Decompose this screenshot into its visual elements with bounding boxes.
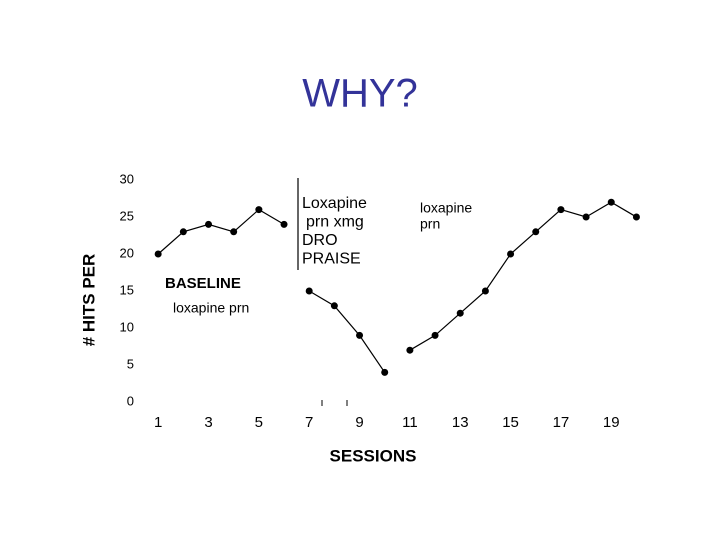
x-tick-label: 1	[154, 414, 162, 431]
y-tick-label: 30	[120, 171, 134, 186]
y-tick-label: 10	[120, 319, 134, 334]
annotation: loxapine	[420, 200, 472, 216]
y-tick-label: 5	[127, 356, 134, 371]
data-point	[255, 206, 263, 214]
annotation: Loxapine	[302, 195, 367, 212]
y-tick-label: 15	[120, 282, 134, 297]
data-point	[582, 213, 590, 221]
annotation: prn	[420, 216, 440, 232]
data-point	[330, 302, 338, 310]
x-tick-label: 7	[305, 414, 313, 431]
data-point	[230, 228, 238, 236]
data-point	[154, 250, 162, 258]
data-point	[280, 220, 288, 228]
data-point	[557, 206, 565, 214]
data-point	[406, 346, 414, 354]
annotation: prn xmg	[306, 214, 364, 231]
data-point	[507, 250, 515, 258]
annotation: loxapine prn	[173, 300, 249, 316]
x-tick-label: 3	[204, 414, 212, 431]
annotation: PRAISE	[302, 251, 361, 268]
data-point	[356, 331, 364, 339]
annotation: BASELINE	[165, 275, 241, 292]
data-point	[632, 213, 640, 221]
annotation: DRO	[302, 232, 338, 249]
data-point	[381, 368, 389, 376]
slide-title: WHY?	[302, 72, 418, 116]
x-axis-label: SESSIONS	[330, 446, 417, 465]
x-tick-label: 5	[255, 414, 263, 431]
y-tick-label: 20	[120, 245, 134, 260]
y-axis-label: # HITS PER	[79, 254, 98, 347]
x-tick-label: 11	[402, 414, 418, 431]
y-tick-label: 25	[120, 208, 134, 223]
data-point	[456, 309, 464, 317]
y-tick-label: 0	[127, 393, 134, 408]
data-point	[179, 228, 187, 236]
x-tick-label: 13	[452, 414, 469, 431]
data-point	[532, 228, 540, 236]
data-point	[607, 198, 615, 206]
data-line	[409, 201, 637, 351]
data-point	[481, 287, 489, 295]
data-line	[157, 208, 285, 255]
x-tick-label: 19	[603, 414, 620, 431]
data-point	[205, 220, 213, 228]
data-point	[305, 287, 313, 295]
x-tick-label: 9	[355, 414, 363, 431]
x-tick-label: 17	[553, 414, 570, 431]
data-line	[308, 290, 386, 373]
data-point	[431, 331, 439, 339]
x-tick-label: 15	[502, 414, 519, 431]
